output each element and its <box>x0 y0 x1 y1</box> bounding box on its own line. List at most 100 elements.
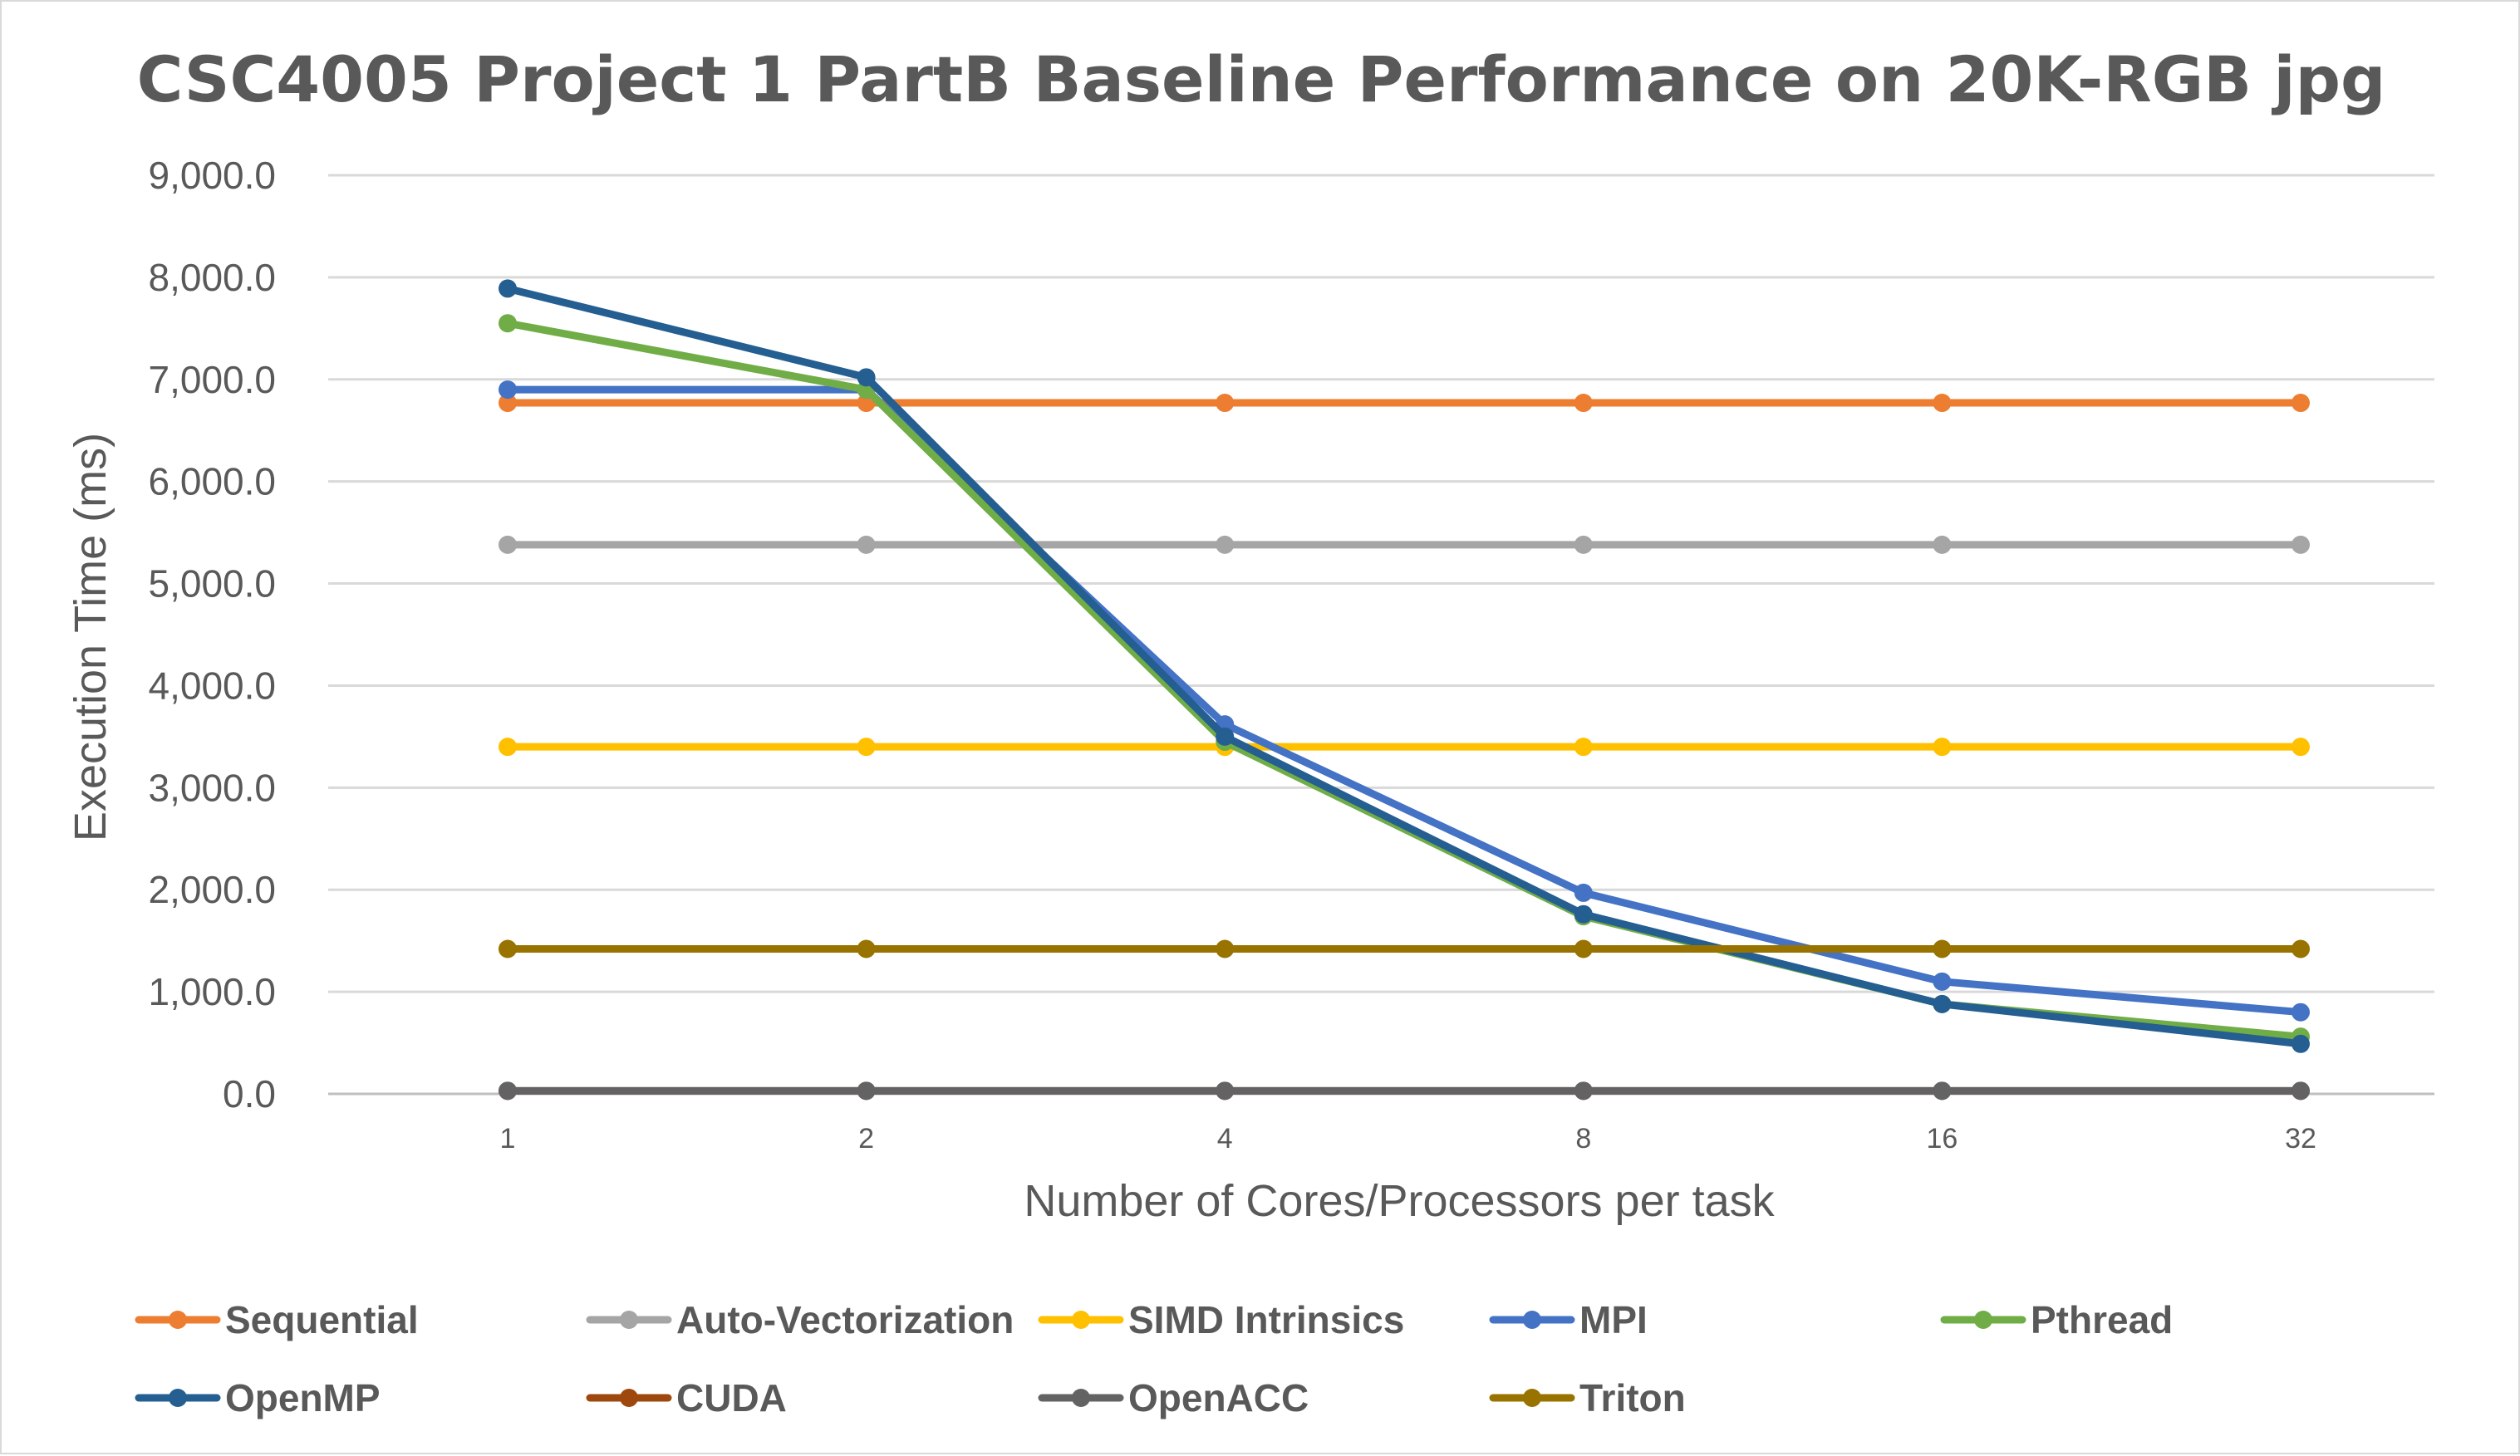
data-point <box>1574 394 1593 413</box>
data-point <box>2292 939 2310 958</box>
y-tick-label: 7,000.0 <box>149 358 276 401</box>
data-point <box>857 939 876 958</box>
legend-item: Pthread <box>1940 1298 2173 1341</box>
y-tick-label: 3,000.0 <box>149 766 276 809</box>
series-openacc <box>499 1081 2310 1101</box>
legend-label: OpenACC <box>1128 1376 1309 1419</box>
series-openmp <box>499 279 2310 1053</box>
legend-item: Sequential <box>135 1298 419 1341</box>
legend-swatch-marker <box>1072 1389 1090 1407</box>
legend-item: CUDA <box>586 1376 787 1419</box>
legend-swatch-marker <box>1974 1311 1992 1329</box>
data-point <box>499 738 517 757</box>
data-point <box>1574 939 1593 958</box>
data-point <box>499 394 517 413</box>
legend-item: OpenMP <box>135 1376 381 1419</box>
grid-lines <box>328 174 2434 1096</box>
series-lines <box>499 279 2310 1101</box>
series-auto-vectorization <box>499 535 2310 554</box>
data-point <box>1574 904 1593 924</box>
x-axis-ticks: 1 2 4 8 16 32 <box>500 1123 2316 1155</box>
data-point <box>499 939 517 958</box>
y-axis-ticks: 0.0 1,000.0 2,000.0 3,000.0 4,000.0 5,000.0 6,… <box>149 154 276 1115</box>
y-tick-label: 6,000.0 <box>149 460 276 503</box>
series-pthread <box>499 314 2310 1047</box>
series-line <box>504 319 2305 1041</box>
legend-label: OpenMP <box>225 1376 381 1419</box>
y-tick-label: 2,000.0 <box>149 868 276 911</box>
data-point <box>1933 972 1952 991</box>
legend: Sequential Auto-Vectorization SIMD Intrins… <box>135 1298 2173 1419</box>
series-triton <box>499 939 2310 958</box>
data-point <box>1574 883 1593 902</box>
legend-label: Pthread <box>2031 1298 2173 1341</box>
data-point <box>1216 535 1235 554</box>
data-point <box>2292 1081 2310 1101</box>
legend-item: OpenACC <box>1038 1376 1309 1419</box>
data-point <box>2292 394 2310 413</box>
data-point <box>1933 1081 1952 1101</box>
data-point <box>499 279 517 298</box>
data-point <box>1216 394 1235 413</box>
data-point <box>1933 994 1952 1013</box>
series-line <box>504 385 2305 1017</box>
series-simd-intrinsics <box>499 738 2310 757</box>
y-tick-label: 1,000.0 <box>149 970 276 1013</box>
data-point <box>499 1081 517 1101</box>
series-mpi <box>499 380 2310 1022</box>
data-point <box>2292 738 2310 757</box>
legend-item: Triton <box>1489 1376 1686 1419</box>
legend-item: SIMD Intrinsics <box>1038 1298 1404 1341</box>
data-point <box>2292 1003 2310 1022</box>
chart-title: CSC4005 Project 1 PartB Baseline Perform… <box>137 42 2386 116</box>
data-point <box>2292 1034 2310 1053</box>
series-sequential <box>499 394 2310 413</box>
y-tick-label: 9,000.0 <box>149 154 276 197</box>
data-point <box>1933 939 1952 958</box>
y-tick-label: 8,000.0 <box>149 256 276 299</box>
legend-item: Auto-Vectorization <box>586 1298 1014 1341</box>
data-point <box>1574 1081 1593 1101</box>
data-point <box>499 380 517 400</box>
legend-label: Sequential <box>225 1298 419 1341</box>
y-tick-label: 5,000.0 <box>149 562 276 605</box>
legend-swatch-marker <box>1523 1389 1541 1407</box>
legend-swatch-marker <box>620 1311 638 1329</box>
legend-label: SIMD Intrinsics <box>1128 1298 1404 1341</box>
legend-swatch-marker <box>1523 1311 1541 1329</box>
x-tick-label: 32 <box>2285 1123 2316 1155</box>
series-line <box>504 284 2305 1048</box>
x-tick-label: 16 <box>1926 1123 1958 1155</box>
legend-swatch-marker <box>1072 1311 1090 1329</box>
legend-swatch-marker <box>169 1311 187 1329</box>
data-point <box>857 1081 876 1101</box>
data-point <box>499 535 517 554</box>
y-axis-label: Execution Time (ms) <box>66 433 115 841</box>
x-tick-label: 2 <box>858 1123 874 1155</box>
y-tick-label: 0.0 <box>223 1072 276 1115</box>
data-point <box>1933 535 1952 554</box>
x-tick-label: 1 <box>500 1123 516 1155</box>
data-point <box>1933 394 1952 413</box>
data-point <box>1574 535 1593 554</box>
data-point <box>1216 939 1235 958</box>
data-point <box>1574 738 1593 757</box>
y-tick-label: 4,000.0 <box>149 664 276 707</box>
data-point <box>857 368 876 387</box>
legend-label: Triton <box>1579 1376 1686 1419</box>
legend-label: MPI <box>1579 1298 1648 1341</box>
legend-label: CUDA <box>676 1376 787 1419</box>
x-tick-label: 8 <box>1575 1123 1591 1155</box>
data-point <box>1933 738 1952 757</box>
data-point <box>1216 727 1235 746</box>
data-point <box>499 314 517 333</box>
legend-item: MPI <box>1489 1298 1648 1341</box>
x-axis-label: Number of Cores/Processors per task <box>1024 1176 1775 1226</box>
legend-swatch-marker <box>169 1389 187 1407</box>
legend-label: Auto-Vectorization <box>676 1298 1014 1341</box>
data-point <box>2292 535 2310 554</box>
x-tick-label: 4 <box>1217 1123 1233 1155</box>
data-point <box>857 738 876 757</box>
